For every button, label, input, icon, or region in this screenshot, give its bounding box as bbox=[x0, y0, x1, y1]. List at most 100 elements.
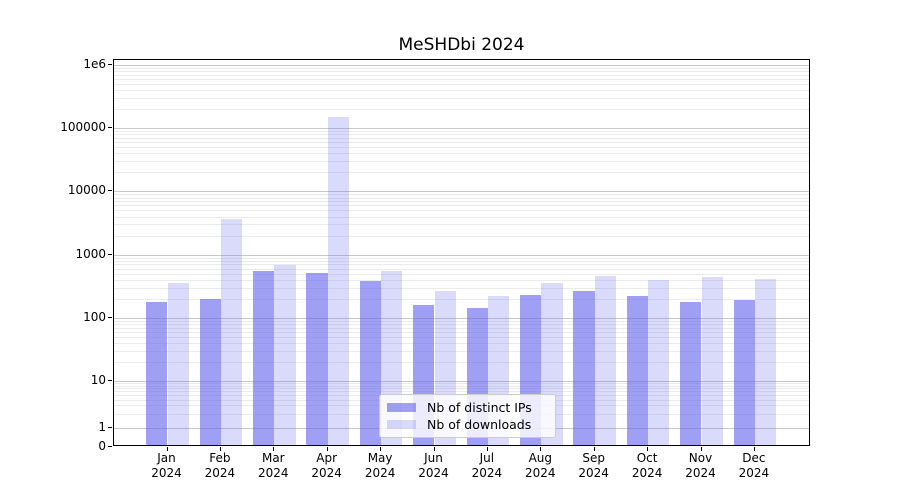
y-tick bbox=[108, 426, 112, 428]
bar-downloads-oct bbox=[648, 280, 670, 445]
minor-gridline bbox=[114, 235, 809, 237]
x-tick bbox=[540, 447, 542, 451]
y-tick-label: 100 bbox=[83, 309, 106, 324]
y-tick bbox=[108, 446, 112, 447]
minor-gridline bbox=[114, 205, 809, 207]
minor-gridline bbox=[114, 298, 809, 300]
legend-swatch-distinct-ips bbox=[387, 403, 416, 412]
x-tick-label: Oct 2024 bbox=[631, 451, 663, 480]
x-tick bbox=[486, 447, 488, 451]
x-tick bbox=[593, 447, 595, 451]
minor-gridline bbox=[114, 142, 809, 144]
minor-gridline bbox=[114, 153, 809, 155]
bar-downloads-sep bbox=[594, 275, 617, 445]
y-tick bbox=[108, 127, 112, 129]
major-gridline bbox=[114, 381, 809, 382]
x-tick-label: May 2024 bbox=[364, 451, 396, 480]
bar-downloads-apr bbox=[327, 117, 350, 445]
bar-distinct-ips-mar bbox=[252, 270, 275, 445]
x-tick bbox=[273, 447, 275, 451]
major-gridline bbox=[114, 254, 809, 256]
minor-gridline bbox=[114, 383, 809, 385]
y-tick bbox=[108, 190, 112, 192]
x-tick-label: Mar 2024 bbox=[258, 451, 289, 480]
minor-gridline bbox=[114, 331, 809, 333]
major-gridline bbox=[114, 191, 809, 193]
legend-swatch-downloads bbox=[387, 420, 416, 429]
y-tick-label: 10 bbox=[90, 373, 106, 387]
minor-gridline bbox=[114, 197, 809, 199]
bar-distinct-ips-feb bbox=[199, 298, 221, 445]
minor-gridline bbox=[114, 172, 809, 174]
minor-gridline bbox=[114, 385, 809, 387]
x-tick-label: Jul 2024 bbox=[471, 451, 503, 480]
bar-downloads-feb bbox=[220, 219, 243, 445]
x-tick bbox=[700, 447, 702, 451]
minor-gridline bbox=[114, 210, 809, 212]
legend-label-downloads: Nb of downloads bbox=[427, 417, 532, 432]
y-tick bbox=[108, 316, 112, 318]
minor-gridline bbox=[114, 201, 809, 203]
x-tick-label: Dec 2024 bbox=[738, 451, 770, 480]
x-tick bbox=[647, 447, 649, 451]
minor-gridline bbox=[114, 216, 809, 218]
minor-gridline bbox=[114, 320, 809, 322]
y-tick bbox=[108, 253, 112, 255]
y-tick-label: 10000 bbox=[67, 183, 106, 198]
bar-downloads-dec bbox=[754, 278, 777, 445]
major-gridline bbox=[114, 128, 809, 130]
bar-distinct-ips-may bbox=[359, 280, 382, 445]
x-tick-label: Apr 2024 bbox=[311, 451, 342, 480]
minor-gridline bbox=[114, 84, 809, 85]
minor-gridline bbox=[114, 342, 809, 344]
minor-gridline bbox=[114, 90, 809, 92]
y-tick-label: 0 bbox=[98, 439, 106, 453]
bar-downloads-jan bbox=[167, 283, 189, 445]
minor-gridline bbox=[114, 131, 809, 133]
x-tick-label: Jun 2024 bbox=[418, 451, 449, 480]
bar-distinct-ips-apr bbox=[306, 272, 328, 445]
y-tick-label: 1 bbox=[98, 419, 106, 434]
bar-distinct-ips-jan bbox=[146, 302, 168, 445]
minor-gridline bbox=[114, 336, 809, 338]
x-tick-label: Aug 2024 bbox=[525, 451, 556, 480]
minor-gridline bbox=[114, 79, 809, 80]
bar-downloads-nov bbox=[701, 277, 723, 445]
minor-gridline bbox=[114, 71, 809, 73]
bar-distinct-ips-sep bbox=[573, 291, 595, 445]
minor-gridline bbox=[114, 350, 809, 352]
bar-distinct-ips-nov bbox=[680, 302, 702, 445]
x-tick bbox=[166, 447, 168, 451]
minor-gridline bbox=[114, 260, 809, 262]
minor-gridline bbox=[114, 147, 809, 149]
major-gridline bbox=[114, 65, 809, 66]
minor-gridline bbox=[114, 224, 809, 226]
minor-gridline bbox=[114, 388, 809, 390]
minor-gridline bbox=[114, 67, 809, 69]
minor-gridline bbox=[114, 161, 809, 163]
legend: Nb of distinct IPs Nb of downloads bbox=[379, 394, 556, 438]
bar-distinct-ips-oct bbox=[626, 296, 649, 445]
minor-gridline bbox=[114, 74, 809, 76]
minor-gridline bbox=[114, 362, 809, 363]
minor-gridline bbox=[114, 268, 809, 270]
minor-gridline bbox=[114, 323, 809, 325]
legend-label-distinct-ips: Nb of distinct IPs bbox=[427, 400, 532, 415]
minor-gridline bbox=[114, 327, 809, 329]
minor-gridline bbox=[114, 279, 809, 281]
minor-gridline bbox=[114, 264, 809, 266]
legend-entry-downloads: Nb of downloads bbox=[387, 417, 547, 432]
minor-gridline bbox=[114, 287, 809, 289]
x-tick bbox=[753, 447, 755, 451]
x-tick-label: Feb 2024 bbox=[204, 451, 236, 480]
y-tick-label: 1000 bbox=[75, 246, 106, 261]
bar-downloads-mar bbox=[274, 264, 296, 445]
y-tick bbox=[108, 380, 112, 381]
y-tick bbox=[108, 64, 112, 65]
y-tick-label: 100000 bbox=[60, 120, 106, 135]
bar-distinct-ips-dec bbox=[733, 300, 755, 445]
x-tick bbox=[219, 447, 221, 451]
plot-area: Nb of distinct IPs Nb of downloads bbox=[113, 59, 810, 446]
x-tick-label: Sep 2024 bbox=[578, 451, 609, 480]
